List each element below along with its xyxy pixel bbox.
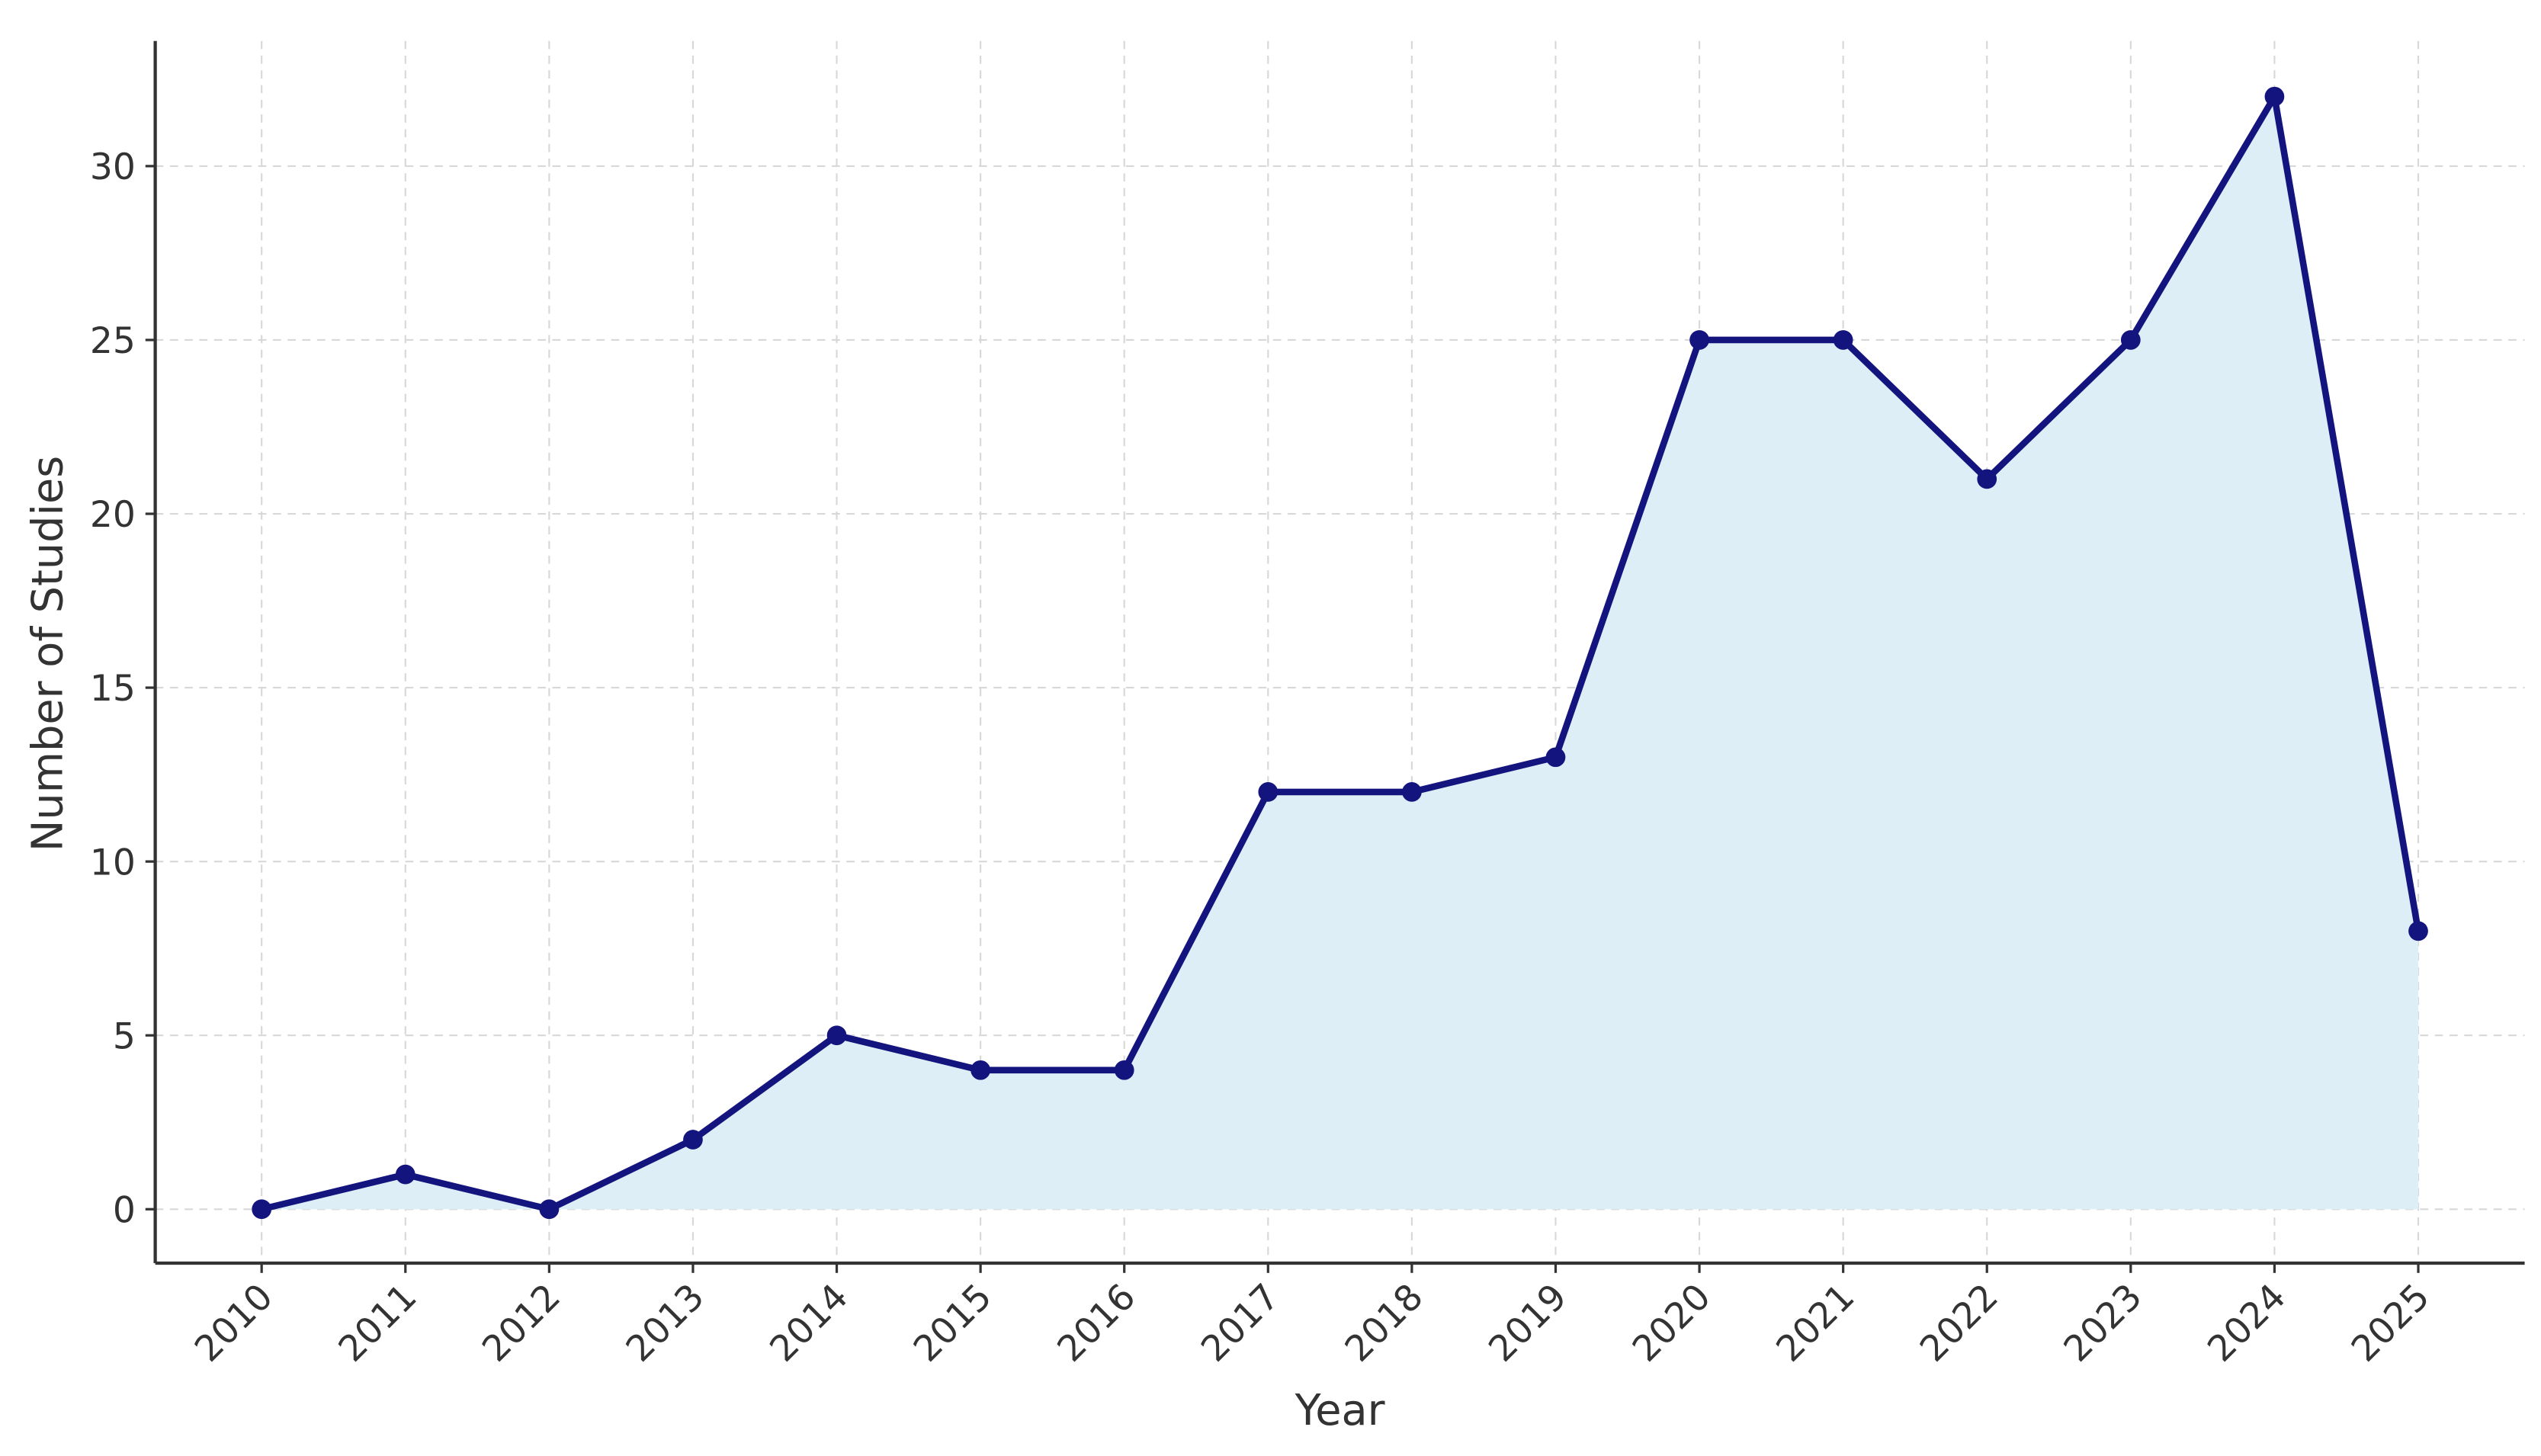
point xyxy=(2120,330,2141,350)
point xyxy=(1258,782,1279,802)
x-tick-label: 2015 xyxy=(906,1276,1000,1371)
area xyxy=(261,96,2419,1210)
point xyxy=(2408,921,2428,941)
x-tick-label: 2022 xyxy=(1912,1276,2007,1371)
x-axis-label: Year xyxy=(1295,1386,1385,1435)
x-tick-label: 2020 xyxy=(1625,1276,1719,1371)
point xyxy=(826,1025,847,1046)
y-tick-label: 30 xyxy=(90,146,136,188)
point xyxy=(1402,782,1422,802)
point xyxy=(252,1199,272,1220)
x-tick-label: 2024 xyxy=(2199,1276,2294,1371)
x-tick-label: 2019 xyxy=(1481,1276,1575,1371)
point xyxy=(1689,330,1709,350)
x-tick-label: 2018 xyxy=(1337,1276,1432,1371)
y-axis-label: Number of Studies xyxy=(23,456,72,852)
point xyxy=(1114,1060,1134,1080)
x-tick-label: 2014 xyxy=(762,1276,856,1371)
x-tick-label: 2012 xyxy=(474,1276,569,1371)
x-tick-label: 2010 xyxy=(187,1276,281,1371)
x-tick-label: 2016 xyxy=(1050,1276,1144,1371)
point xyxy=(2264,86,2285,107)
y-tick-label: 0 xyxy=(113,1189,136,1231)
y-tick-label: 10 xyxy=(90,842,136,884)
point xyxy=(683,1130,703,1150)
x-tick-label: 2021 xyxy=(1769,1276,1863,1371)
point xyxy=(1545,747,1566,768)
point xyxy=(395,1164,415,1185)
y-tick-label: 5 xyxy=(113,1015,136,1057)
x-tick-label: 2011 xyxy=(331,1276,425,1371)
y-tick-label: 15 xyxy=(90,668,136,710)
line xyxy=(261,93,2422,1213)
y-tick-label: 25 xyxy=(90,320,136,362)
point xyxy=(971,1060,990,1080)
x-tick-label: 2017 xyxy=(1193,1276,1288,1371)
y-tick-label: 20 xyxy=(90,494,136,536)
x-tick-label: 2013 xyxy=(618,1276,713,1371)
point xyxy=(1977,469,1997,489)
x-tick-label: 2023 xyxy=(2056,1276,2151,1371)
point xyxy=(539,1199,560,1220)
x-tick-label: 2025 xyxy=(2344,1276,2438,1371)
point xyxy=(1833,330,1853,350)
